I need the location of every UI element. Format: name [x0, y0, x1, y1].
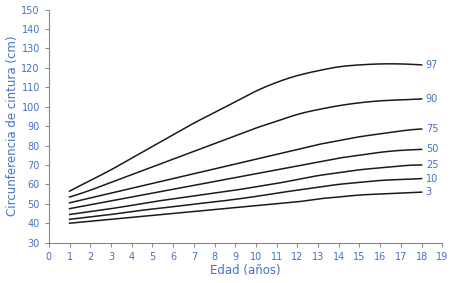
- Text: 25: 25: [426, 160, 438, 170]
- Text: 10: 10: [426, 173, 438, 184]
- Y-axis label: Circunferencia de cintura (cm): Circunferencia de cintura (cm): [5, 36, 19, 216]
- Text: 50: 50: [426, 144, 438, 155]
- Text: 3: 3: [426, 187, 432, 197]
- X-axis label: Edad (años): Edad (años): [210, 264, 281, 277]
- Text: 90: 90: [426, 94, 438, 104]
- Text: 75: 75: [426, 124, 438, 134]
- Text: 97: 97: [426, 60, 438, 70]
